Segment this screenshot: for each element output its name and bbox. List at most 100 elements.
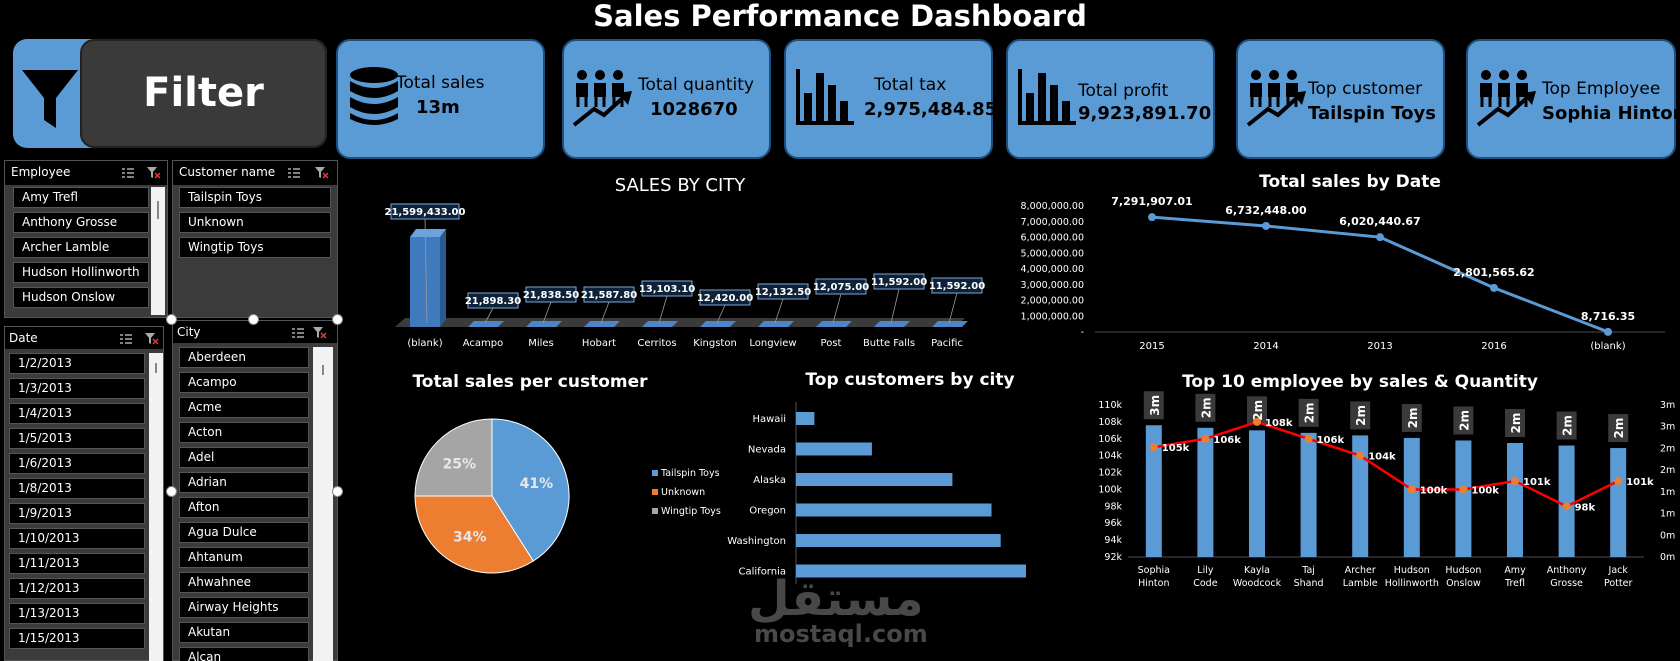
multi-select-icon[interactable]	[287, 167, 301, 179]
data-label: 21,898.30	[465, 296, 521, 307]
slicer-item[interactable]: Acton	[179, 422, 309, 443]
date-slicer[interactable]: Date 1/2/2013 1/3/2013 1/4/2013 1/5/2013…	[4, 326, 164, 661]
bar	[796, 534, 1001, 547]
leader-line	[948, 292, 958, 324]
slicer-item[interactable]: Hudson Hollinworth	[13, 262, 149, 283]
tick-label: Oregon	[749, 506, 786, 517]
data-label: 100k	[1471, 485, 1499, 496]
resize-handle[interactable]	[332, 314, 343, 325]
people-growth-icon	[1246, 70, 1306, 127]
slicer-item[interactable]: 1/5/2013	[9, 428, 145, 449]
tick-label: Code	[1193, 578, 1217, 589]
clear-filter-icon[interactable]	[145, 333, 159, 345]
clear-filter-icon[interactable]	[313, 327, 327, 339]
slicer-title: Date	[9, 331, 38, 345]
slicer-item[interactable]: Adel	[179, 447, 309, 468]
data-label: 2m	[1199, 397, 1213, 418]
sales-by-city-chart: 21,599,433.00 (blank) 21,898.30 Acampo 21,83…	[385, 203, 985, 349]
clear-filter-icon[interactable]	[315, 167, 329, 179]
customer-slicer[interactable]: Customer name Tailspin Toys Unknown Wing…	[172, 160, 338, 318]
kpi-value: 2,975,484.85	[864, 99, 998, 120]
kpi-total-tax: Total tax 2,975,484.85	[784, 39, 998, 159]
slicer-item[interactable]: Acampo	[179, 372, 309, 393]
chart-title: Total sales per customer	[412, 372, 648, 392]
bar	[526, 321, 562, 327]
slicer-item[interactable]: 1/8/2013	[9, 478, 145, 499]
slicer-item[interactable]: Hudson Onslow	[13, 287, 149, 308]
data-label-box	[873, 273, 925, 290]
data-label-box	[1401, 403, 1422, 432]
leader-line	[600, 301, 610, 324]
data-point	[1604, 327, 1612, 336]
bar	[1352, 435, 1369, 557]
slicer-item[interactable]: Adrian	[179, 472, 309, 493]
slicer-item[interactable]: 1/9/2013	[9, 503, 145, 524]
slicer-item[interactable]: Afton	[179, 497, 309, 518]
slicer-item[interactable]: 1/11/2013	[9, 553, 145, 574]
slicer-item[interactable]: Akutan	[179, 622, 309, 643]
slicer-item[interactable]: Anthony Grosse	[13, 212, 149, 233]
multi-select-icon[interactable]	[121, 167, 135, 179]
slicer-item[interactable]: Archer Lamble	[13, 237, 149, 258]
tick-label: 3m	[1660, 400, 1675, 411]
slicer-item[interactable]: 1/10/2013	[9, 528, 145, 549]
slicer-item[interactable]: Agua Dulce	[179, 522, 309, 543]
slicer-item[interactable]: 1/4/2013	[9, 403, 145, 424]
tick-label: 106k	[1098, 434, 1122, 445]
data-label-box	[390, 203, 460, 220]
data-point	[1253, 417, 1261, 426]
leader-line	[832, 293, 842, 324]
tick-label: Alaska	[753, 475, 786, 486]
slicer-item[interactable]: 1/6/2013	[9, 453, 145, 474]
clear-filter-icon[interactable]	[147, 167, 161, 179]
slicer-item[interactable]: Amy Trefl	[13, 187, 149, 208]
data-label-box	[641, 280, 693, 297]
tick-label: Lamble	[1343, 578, 1378, 589]
kpi-total-sales: Total sales 13m	[336, 39, 545, 159]
resize-handle[interactable]	[248, 314, 259, 325]
slicer-item[interactable]: 1/15/2013	[9, 628, 145, 649]
tick-label: 2014	[1253, 341, 1278, 352]
leader-line	[542, 301, 552, 324]
multi-select-icon[interactable]	[291, 327, 305, 339]
slicer-item[interactable]: Airway Heights	[179, 597, 309, 618]
kpi-value: Sophia Hinton	[1542, 103, 1680, 124]
slicer-item[interactable]: Unknown	[179, 212, 331, 233]
resize-handle[interactable]	[166, 486, 177, 497]
slicer-item[interactable]: Wingtip Toys	[179, 237, 331, 258]
tick-label: 96k	[1104, 518, 1122, 529]
slicer-item[interactable]: Ahtanum	[179, 547, 309, 568]
tick-label: Lily	[1197, 565, 1214, 576]
resize-handle[interactable]	[166, 314, 177, 325]
data-point	[1407, 485, 1416, 494]
slicer-item[interactable]: 1/3/2013	[9, 378, 145, 399]
city-slicer[interactable]: City Aberdeen Acampo Acme Acton Adel Adr…	[172, 320, 338, 661]
slicer-item[interactable]: Aberdeen	[179, 347, 309, 368]
kpi-value: Tailspin Toys	[1308, 103, 1436, 124]
scrollbar[interactable]	[151, 187, 165, 315]
tick-label: Nevada	[748, 445, 786, 456]
tick-label: Jack	[1608, 565, 1629, 576]
scrollbar[interactable]	[313, 347, 333, 661]
tick-label: 2m	[1660, 465, 1675, 476]
slicer-item[interactable]: Acme	[179, 397, 309, 418]
slicer-item[interactable]: 1/12/2013	[9, 578, 145, 599]
scrollbar[interactable]	[149, 353, 163, 661]
tick-label: Kayla	[1244, 565, 1270, 576]
filter-panel[interactable]	[80, 39, 327, 148]
people-growth-icon	[1476, 70, 1536, 127]
slicer-item[interactable]: 1/2/2013	[9, 353, 145, 374]
data-label: 41%	[520, 476, 554, 492]
employee-slicer[interactable]: Employee Amy Trefl Anthony Grosse Archer…	[4, 160, 168, 318]
tick-label: 102k	[1098, 468, 1122, 479]
slicer-item[interactable]: Ahwahnee	[179, 572, 309, 593]
data-point	[1201, 434, 1210, 443]
multi-select-icon[interactable]	[119, 333, 133, 345]
slicer-item[interactable]: Tailspin Toys	[179, 187, 331, 208]
slicer-item[interactable]: Alcan	[179, 647, 309, 661]
slicer-item[interactable]: 1/13/2013	[9, 603, 145, 624]
data-point	[1490, 283, 1498, 292]
resize-handle[interactable]	[332, 486, 343, 497]
tick-label: Longview	[749, 338, 796, 349]
kpi-top-customer: Top customer Tailspin Toys	[1236, 39, 1445, 159]
